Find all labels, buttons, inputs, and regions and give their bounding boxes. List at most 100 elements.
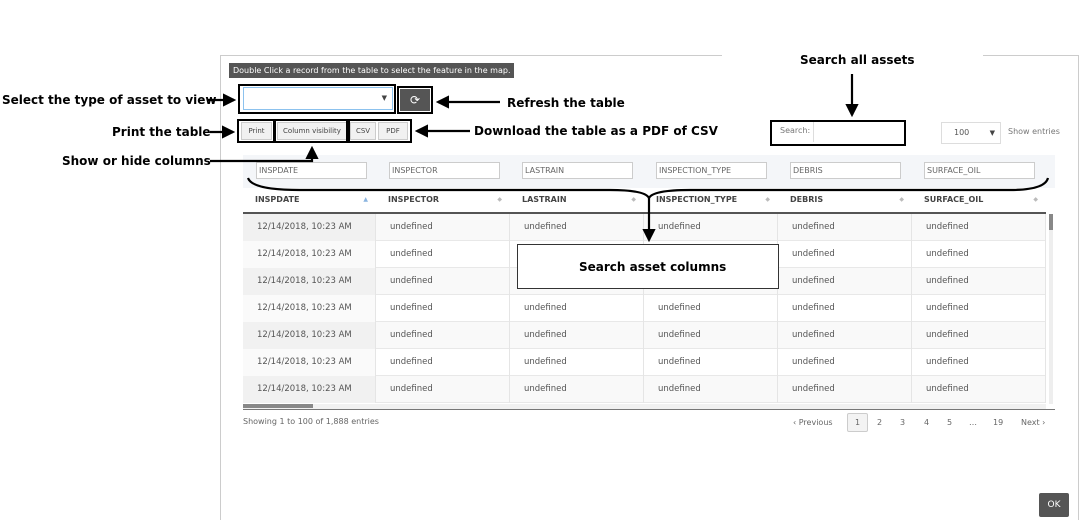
annotation-refresh: Refresh the table bbox=[507, 96, 625, 110]
pdf-button[interactable]: PDF bbox=[378, 122, 408, 140]
modal-border bbox=[220, 55, 221, 520]
table-cell: 12/14/2018, 10:23 AM bbox=[243, 322, 376, 349]
entries-length-select[interactable]: 100 ▼ bbox=[941, 122, 1001, 144]
column-header-label: INSPDATE bbox=[255, 195, 300, 204]
refresh-button[interactable]: ⟳ bbox=[400, 89, 430, 111]
column-header-label: SURFACE_OIL bbox=[924, 195, 984, 204]
table-row[interactable]: 12/14/2018, 10:23 AM undefined undefined un… bbox=[243, 349, 1046, 376]
column-filter-input[interactable]: INSPDATE bbox=[256, 162, 367, 179]
table-cell: undefined bbox=[510, 349, 644, 376]
pagination-page[interactable]: 19 bbox=[993, 418, 1004, 427]
modal-border bbox=[983, 55, 1079, 56]
annotation-box bbox=[274, 119, 350, 143]
column-header-label: LASTRAIN bbox=[522, 195, 567, 204]
table-row[interactable]: 12/14/2018, 10:23 AM undefined undefined un… bbox=[243, 376, 1046, 403]
csv-button[interactable]: CSV bbox=[350, 122, 376, 140]
show-entries-label: Show entries bbox=[1008, 127, 1060, 136]
table-cell: 12/14/2018, 10:23 AM bbox=[243, 376, 376, 403]
annotation-box bbox=[346, 119, 412, 143]
pagination-page[interactable]: 3 bbox=[900, 418, 906, 427]
sort-icon: ◆ bbox=[765, 196, 770, 203]
print-button[interactable]: Print bbox=[241, 122, 272, 140]
table-cell: undefined bbox=[912, 349, 1046, 376]
column-header[interactable]: INSPECTION_TYPE ◆ bbox=[644, 188, 778, 212]
table-cell: undefined bbox=[376, 268, 510, 295]
table-cell: undefined bbox=[510, 214, 644, 241]
table-cell: undefined bbox=[376, 349, 510, 376]
annotation-box bbox=[770, 120, 906, 146]
column-header[interactable]: INSPDATE ▲ bbox=[243, 188, 376, 212]
column-header-label: DEBRIS bbox=[790, 195, 824, 204]
table-cell: undefined bbox=[912, 295, 1046, 322]
caret-down-icon: ▼ bbox=[381, 94, 387, 102]
arrow bbox=[210, 145, 319, 163]
table-cell: undefined bbox=[778, 241, 912, 268]
table-row[interactable]: 12/14/2018, 10:23 AM undefined undefined un… bbox=[243, 295, 1046, 322]
table-cell: undefined bbox=[644, 322, 778, 349]
table-cell: undefined bbox=[376, 241, 510, 268]
pagination-page[interactable]: 4 bbox=[924, 418, 930, 427]
horizontal-scrollbar[interactable] bbox=[243, 404, 1046, 409]
table-cell: undefined bbox=[644, 295, 778, 322]
table-bottom-border bbox=[243, 409, 1055, 410]
column-visibility-button[interactable]: Column visibility bbox=[277, 122, 347, 140]
length-value: 100 bbox=[954, 128, 970, 137]
column-header[interactable]: SURFACE_OIL ◆ bbox=[912, 188, 1046, 212]
column-filter-input[interactable]: INSPECTION_TYPE bbox=[656, 162, 767, 179]
column-filter-row bbox=[243, 155, 1055, 188]
scrollbar-thumb[interactable] bbox=[1049, 214, 1053, 230]
table-cell: undefined bbox=[912, 268, 1046, 295]
pagination-page[interactable]: 2 bbox=[877, 418, 883, 427]
column-filter-input[interactable]: LASTRAIN bbox=[522, 162, 633, 179]
column-header[interactable]: LASTRAIN ◆ bbox=[510, 188, 644, 212]
table-cell: undefined bbox=[510, 376, 644, 403]
ok-button[interactable]: OK bbox=[1039, 493, 1069, 517]
annotation-search-all: Search all assets bbox=[800, 53, 915, 67]
table-cell: undefined bbox=[912, 214, 1046, 241]
table-cell: undefined bbox=[912, 241, 1046, 268]
table-cell: undefined bbox=[376, 376, 510, 403]
table-cell: undefined bbox=[778, 349, 912, 376]
table-cell: undefined bbox=[778, 214, 912, 241]
asset-type-select[interactable]: ▼ bbox=[243, 87, 393, 110]
pagination-previous[interactable]: ‹ Previous bbox=[793, 418, 833, 427]
column-filter-input[interactable]: DEBRIS bbox=[790, 162, 901, 179]
column-header-label: INSPECTOR bbox=[388, 195, 440, 204]
sort-icon: ◆ bbox=[1033, 196, 1038, 203]
pagination-page[interactable]: 5 bbox=[947, 418, 953, 427]
sort-icon: ◆ bbox=[631, 196, 636, 203]
column-filter-input[interactable]: INSPECTOR bbox=[389, 162, 500, 179]
pagination-page[interactable]: 1 bbox=[847, 413, 868, 432]
refresh-icon: ⟳ bbox=[409, 93, 421, 107]
table-cell: undefined bbox=[778, 322, 912, 349]
table-header: INSPDATE ▲ INSPECTOR ◆ LASTRAIN ◆ INSPECTION_T… bbox=[243, 188, 1046, 214]
annotation-download: Download the table as a PDF of CSV bbox=[474, 124, 718, 138]
table-cell: 12/14/2018, 10:23 AM bbox=[243, 349, 376, 376]
annotation-callout bbox=[517, 244, 779, 289]
vertical-scrollbar[interactable] bbox=[1049, 214, 1053, 404]
table-cell: undefined bbox=[376, 214, 510, 241]
table-info: Showing 1 to 100 of 1,888 entries bbox=[243, 417, 379, 426]
annotation-search-columns: Search asset columns bbox=[579, 260, 727, 274]
search-input[interactable] bbox=[813, 122, 903, 142]
annotation-box bbox=[397, 86, 433, 114]
annotation-select-type: Select the type of asset to view bbox=[2, 93, 217, 107]
table-cell: undefined bbox=[778, 295, 912, 322]
column-filter-input[interactable]: SURFACE_OIL bbox=[924, 162, 1035, 179]
modal-border bbox=[220, 55, 722, 56]
table-cell: undefined bbox=[778, 376, 912, 403]
pagination-next[interactable]: Next › bbox=[1021, 418, 1046, 427]
table-row[interactable]: 12/14/2018, 10:23 AM undefined undefined un… bbox=[243, 322, 1046, 349]
column-header[interactable]: DEBRIS ◆ bbox=[778, 188, 912, 212]
table-cell: 12/14/2018, 10:23 AM bbox=[243, 295, 376, 322]
scrollbar-thumb[interactable] bbox=[243, 404, 313, 408]
table-cell: undefined bbox=[644, 214, 778, 241]
table-cell: undefined bbox=[644, 376, 778, 403]
pagination-page: … bbox=[969, 418, 977, 427]
hint-banner: Double Click a record from the table to … bbox=[229, 63, 515, 78]
table-cell: 12/14/2018, 10:23 AM bbox=[243, 214, 376, 241]
sort-icon: ◆ bbox=[899, 196, 904, 203]
column-header[interactable]: INSPECTOR ◆ bbox=[376, 188, 510, 212]
table-cell: 12/14/2018, 10:23 AM bbox=[243, 268, 376, 295]
